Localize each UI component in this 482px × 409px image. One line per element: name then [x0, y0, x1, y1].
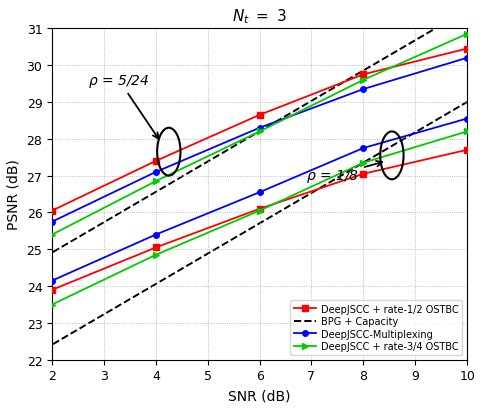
DeepJSCC + rate-1/2 OSTBC — [361, 73, 366, 78]
DeepJSCC + rate-3/4 OSTBC — [464, 32, 470, 37]
Line: DeepJSCC-Multiplexing: DeepJSCC-Multiplexing — [49, 56, 470, 225]
DeepJSCC + rate-3/4 OSTBC — [361, 78, 366, 83]
Line: DeepJSCC + rate-3/4 OSTBC: DeepJSCC + rate-3/4 OSTBC — [49, 32, 470, 238]
DeepJSCC-Multiplexing — [464, 56, 470, 61]
DeepJSCC + rate-1/2 OSTBC — [153, 159, 159, 164]
DeepJSCC-Multiplexing — [153, 170, 159, 175]
DeepJSCC + rate-1/2 OSTBC — [257, 113, 263, 118]
DeepJSCC-Multiplexing — [49, 220, 55, 225]
Y-axis label: PSNR (dB): PSNR (dB) — [7, 159, 21, 230]
X-axis label: SNR (dB): SNR (dB) — [228, 388, 291, 402]
DeepJSCC-Multiplexing — [361, 88, 366, 92]
DeepJSCC-Multiplexing — [257, 126, 263, 131]
Line: DeepJSCC + rate-1/2 OSTBC: DeepJSCC + rate-1/2 OSTBC — [49, 47, 470, 214]
DeepJSCC + rate-3/4 OSTBC — [257, 130, 263, 135]
DeepJSCC + rate-3/4 OSTBC — [153, 179, 159, 184]
Legend: DeepJSCC + rate-1/2 OSTBC, BPG + Capacity, DeepJSCC-Multiplexing, DeepJSCC + rat: DeepJSCC + rate-1/2 OSTBC, BPG + Capacit… — [291, 300, 462, 355]
Text: $\rho$ = 5/24: $\rho$ = 5/24 — [88, 72, 159, 139]
DeepJSCC + rate-1/2 OSTBC — [49, 209, 55, 213]
DeepJSCC + rate-1/2 OSTBC — [464, 47, 470, 52]
Text: $\rho$ = 1/8: $\rho$ = 1/8 — [306, 162, 382, 185]
DeepJSCC + rate-3/4 OSTBC — [49, 232, 55, 237]
Title: $N_t\ =\ 3$: $N_t\ =\ 3$ — [232, 7, 287, 26]
